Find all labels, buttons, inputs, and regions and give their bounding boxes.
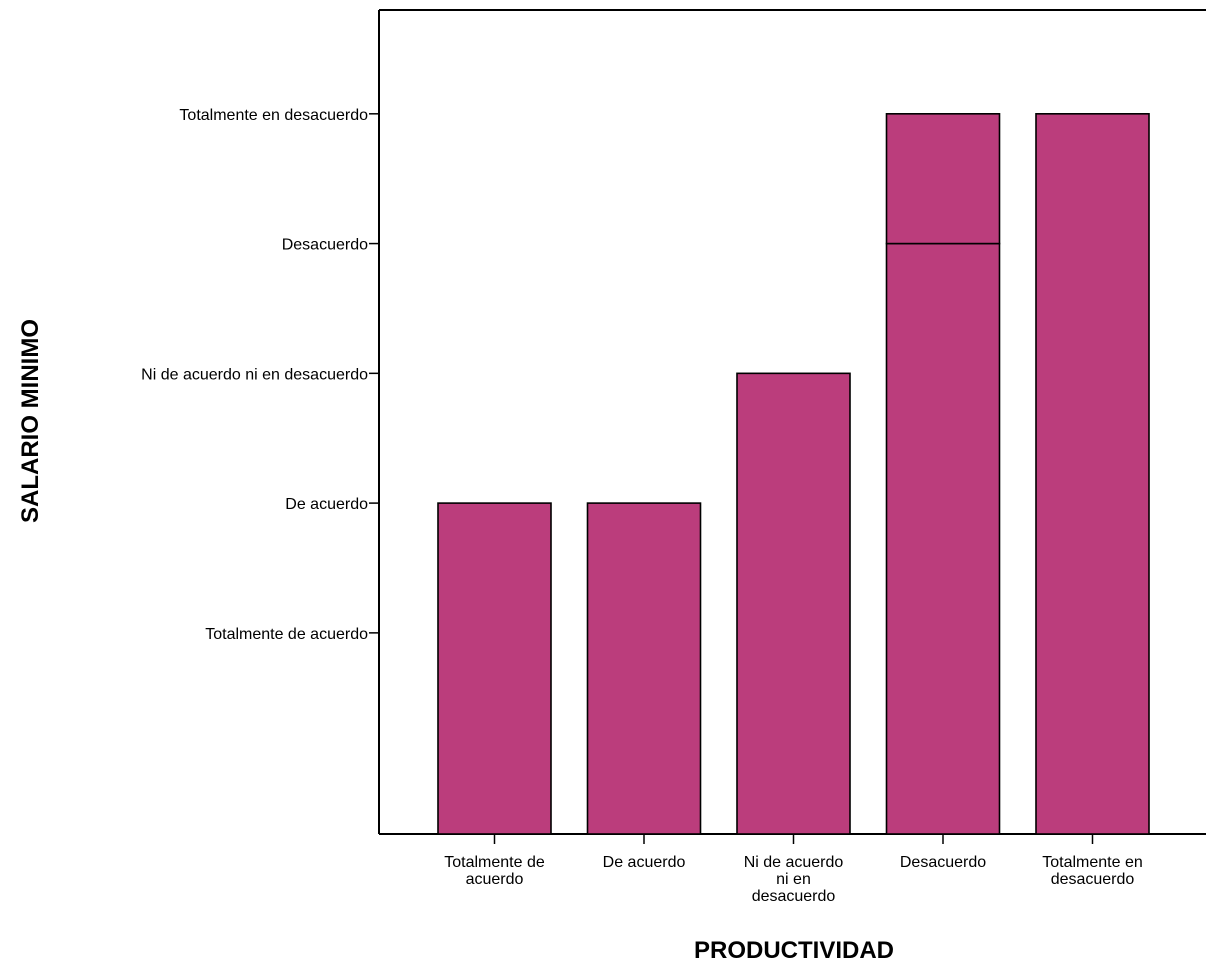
x-tick-label: Desacuerdo bbox=[900, 854, 986, 871]
bar-1-segment-1 bbox=[437, 502, 552, 835]
x-tick-label: Totalmente de acuerdo bbox=[444, 854, 545, 888]
y-tick-label: Totalmente de acuerdo bbox=[205, 626, 368, 643]
bar-2-segment-1 bbox=[586, 502, 702, 835]
x-tick-label-line: acuerdo bbox=[466, 871, 524, 888]
x-tick-label-line: De acuerdo bbox=[603, 854, 686, 871]
y-tick-label: Ni de acuerdo ni en desacuerdo bbox=[141, 366, 368, 383]
x-axis: Totalmente de acuerdo De acuerdo Ni de acue… bbox=[444, 834, 1143, 905]
x-tick-label-line: Ni de acuerdo bbox=[744, 854, 844, 871]
bar-4-segment-1 bbox=[885, 242, 1001, 835]
x-axis-title: PRODUCTIVIDAD bbox=[694, 937, 894, 964]
y-tick-label: Desacuerdo bbox=[282, 237, 368, 254]
x-tick-label-line: Totalmente de bbox=[444, 854, 545, 871]
x-tick-label-line: desacuerdo bbox=[752, 888, 836, 905]
x-tick-label: De acuerdo bbox=[603, 854, 686, 871]
bar-3-segment-1 bbox=[736, 372, 851, 835]
y-axis-title: SALARIO MINIMO bbox=[17, 319, 44, 523]
bar-5-segment-1 bbox=[1035, 113, 1150, 835]
x-tick-label: Totalmente en desacuerdo bbox=[1042, 854, 1143, 888]
y-axis: Totalmente de acuerdo De acuerdo Ni de acu… bbox=[141, 107, 379, 643]
y-tick-label: De acuerdo bbox=[285, 496, 368, 513]
x-tick-label: Ni de acuerdo ni en desacuerdo bbox=[744, 854, 844, 905]
x-tick-label-line: Desacuerdo bbox=[900, 854, 986, 871]
y-tick-label: Totalmente en desacuerdo bbox=[179, 107, 368, 124]
bars-group bbox=[437, 113, 1150, 835]
x-tick-label-line: desacuerdo bbox=[1051, 871, 1135, 888]
x-tick-label-line: ni en bbox=[776, 871, 811, 888]
x-tick-label-line: Totalmente en bbox=[1042, 854, 1143, 871]
bar-4-segment-2 bbox=[885, 113, 1001, 245]
